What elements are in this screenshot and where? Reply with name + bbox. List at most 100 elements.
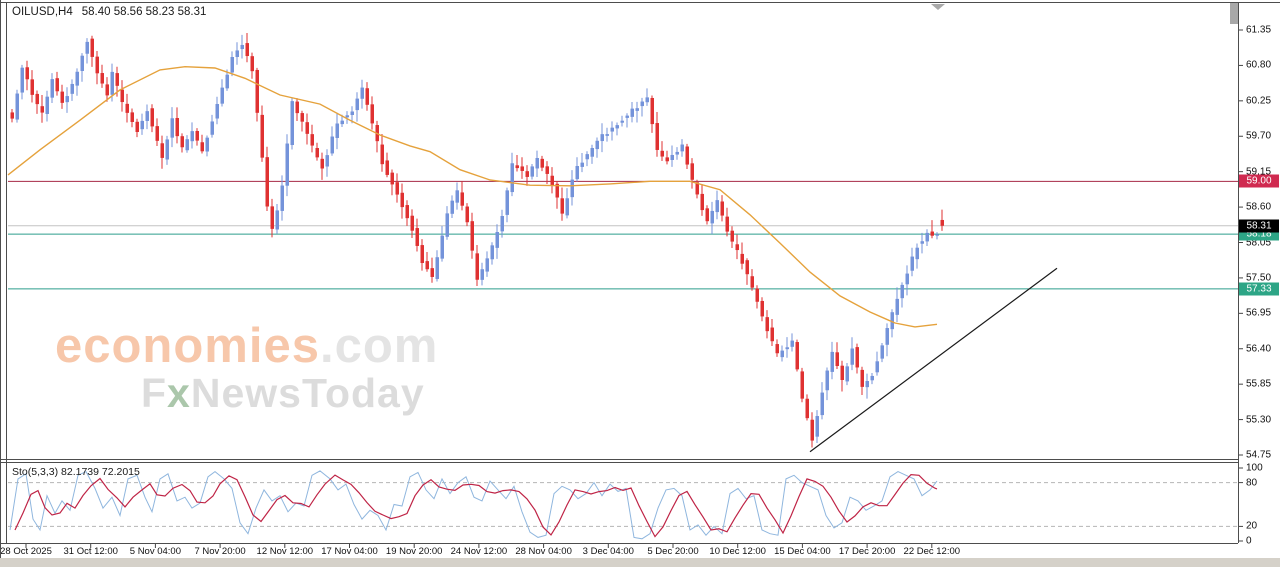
candle-body: [620, 120, 624, 123]
candle-body: [335, 123, 339, 138]
stochastic-d-line: [14, 473, 938, 538]
trendline[interactable]: [809, 267, 1058, 453]
candle-body: [770, 327, 774, 342]
candle-body: [610, 127, 614, 132]
chart-title: OILUSD,H4 58.40 58.56 58.23 58.31: [12, 6, 206, 18]
candle-body: [700, 193, 704, 211]
candle-body: [725, 216, 729, 232]
candle-body: [775, 344, 779, 354]
window-footer: [0, 558, 1280, 567]
candle-body: [240, 44, 244, 50]
candle-body: [820, 392, 824, 416]
candle-body: [865, 381, 869, 388]
candle-body: [130, 112, 134, 122]
candle-body: [545, 166, 549, 174]
candle-body: [475, 253, 479, 280]
candle-body: [90, 38, 94, 57]
candle-body: [315, 148, 319, 158]
time-tick-label: 17 Nov 04:00: [321, 546, 378, 557]
candle-body: [185, 139, 189, 151]
price-tick-label: 60.80: [1246, 59, 1272, 71]
candle-body: [290, 101, 294, 146]
candle-body: [920, 241, 924, 244]
candle-body: [215, 103, 219, 119]
candle-body: [165, 139, 169, 160]
candle-body: [690, 163, 694, 180]
candle-body: [395, 182, 399, 195]
candle-body: [60, 91, 64, 103]
candle-body: [135, 121, 139, 133]
candle-body: [565, 198, 569, 216]
candle-body: [510, 163, 514, 193]
candle-body: [175, 118, 179, 137]
candle-body: [370, 104, 374, 124]
candle-body: [465, 206, 469, 223]
candle-body: [755, 288, 759, 302]
price-tick-label: 60.25: [1246, 95, 1272, 107]
candle-body: [585, 154, 589, 160]
time-tick-label: 10 Dec 12:00: [709, 546, 766, 557]
current-ohlc: 58.40 58.56 58.23 58.31: [81, 6, 207, 18]
candle-body: [30, 79, 34, 95]
price-tick-label: 59.15: [1246, 166, 1272, 178]
candle-body: [470, 221, 474, 251]
candle-body: [605, 134, 609, 136]
stochastic-label: Sto(5,3,3) 82.1739 72.2015: [12, 466, 140, 478]
candle-body: [270, 206, 274, 229]
candle-body: [480, 269, 484, 280]
candle-body: [615, 125, 619, 129]
price-tick-label: 56.40: [1246, 343, 1272, 355]
candle-body: [650, 97, 654, 125]
price-tick-label: 58.05: [1246, 237, 1272, 248]
candle-body: [415, 228, 419, 246]
candle-body: [745, 260, 749, 275]
candle-body: [600, 134, 604, 142]
time-tick-label: 5 Dec 20:00: [647, 546, 699, 557]
watermark-tld: .com: [319, 319, 439, 373]
candle-body: [845, 366, 849, 382]
candle-body: [525, 171, 529, 177]
candle-body: [940, 219, 944, 226]
candle-body: [760, 300, 764, 317]
candle-body: [310, 134, 314, 146]
candle-body: [75, 71, 79, 86]
candle-body: [420, 245, 424, 264]
candle-body: [640, 101, 644, 107]
candle-body: [70, 83, 74, 94]
axis-corner-box: [1230, 2, 1238, 24]
candles-layer: [10, 32, 944, 448]
candle-body: [825, 370, 829, 391]
candle-body: [225, 74, 229, 89]
time-tick-label: 5 Nov 04:00: [129, 546, 182, 557]
candle-body: [915, 247, 919, 260]
price-tick-label: 55.85: [1246, 378, 1272, 390]
candle-body: [280, 185, 284, 211]
candle-body: [110, 71, 114, 95]
candle-body: [355, 98, 359, 111]
candle-body: [830, 351, 834, 372]
candle-body: [125, 103, 129, 113]
candle-body: [255, 69, 259, 113]
candle-body: [260, 114, 264, 158]
candle-body: [45, 96, 49, 114]
current-price-badge-58.31: 58.31: [1239, 219, 1279, 233]
candle-body: [25, 67, 29, 80]
candle-body: [810, 419, 814, 441]
price-tick-label: 57.50: [1246, 272, 1272, 284]
border-left-outer: [0, 0, 1, 558]
candle-body: [870, 375, 874, 381]
time-tick-label: 12 Nov 12:00: [256, 546, 314, 557]
candle-body: [160, 143, 164, 158]
border-top: [0, 2, 1280, 3]
stochastic-tick-label: 80: [1246, 477, 1258, 489]
time-tick-label: 15 Dec 04:00: [774, 546, 831, 557]
candle-body: [715, 200, 719, 213]
candle-body: [695, 182, 699, 195]
candle-body: [55, 78, 59, 92]
candle-body: [590, 148, 594, 157]
candle-body: [895, 298, 899, 315]
symbol-timeframe: OILUSD,H4: [12, 6, 73, 18]
autoscroll-marker-icon[interactable]: [931, 4, 945, 10]
